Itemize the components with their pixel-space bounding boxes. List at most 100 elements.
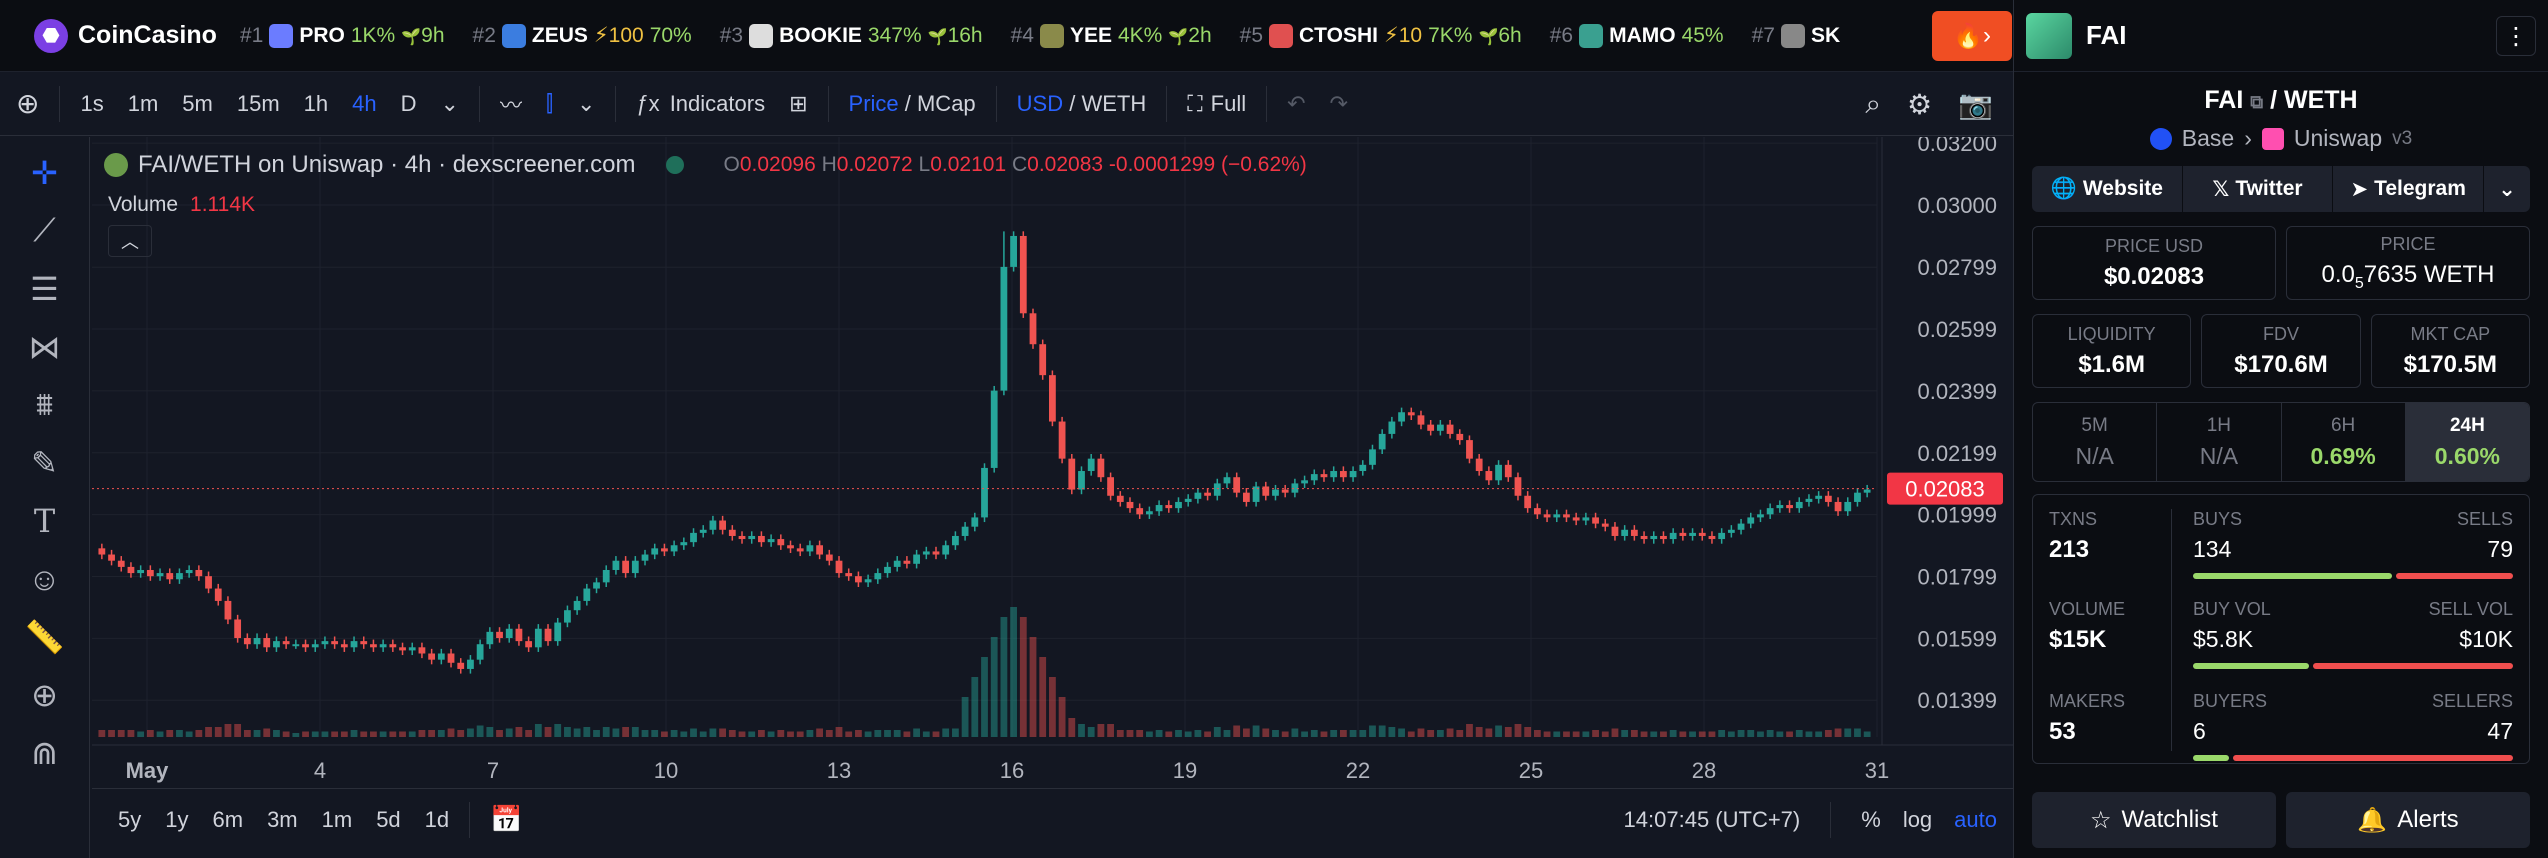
fib-retracement-icon[interactable]: ⩩ [35,386,54,422]
ticker-item[interactable]: #4 YEE 4K% 🌱2h [1011,23,1212,48]
ticker-item[interactable]: #1 PRO 1K% 🌱9h [240,23,445,48]
undo-icon[interactable]: ↶ [1287,90,1306,116]
emoji-icon[interactable]: ☺ [28,560,61,597]
chart-title: FAI/WETH on Uniswap · 4h · dexscreener.c… [138,151,636,178]
interval-4h[interactable]: 4h [352,90,377,116]
timeframe-tab-6h[interactable]: 6H 0.69% [2282,403,2406,481]
camera-snapshot-icon[interactable]: 📷 [1958,88,1993,120]
range-3m[interactable]: 3m [267,806,298,832]
indicators-button[interactable]: ƒx Indicators [624,72,777,135]
interval-1s[interactable]: 1s [80,90,104,116]
price-chart[interactable]: 0.03200 0.03000 0.02799 0.02599 0.02399 0.021… [92,137,2013,787]
volume-bar [1757,731,1764,737]
interval-5m[interactable]: 5m [182,90,213,116]
auto-scale-toggle[interactable]: auto [1954,807,1997,832]
timeframe-tab-24h[interactable]: 24H 0.60% [2405,403,2529,481]
candlestick-plot[interactable]: 0.03200 0.03000 0.02799 0.02599 0.02399 0.021… [92,137,2013,787]
volume-bar [1475,727,1483,737]
token-logo-icon [501,23,526,48]
ticker-rank: #3 [719,23,744,47]
candle-chart-type-icon[interactable]: ⫿ [545,90,553,116]
more-links-chevron-icon[interactable]: ⌄ [2498,177,2516,201]
interval-D[interactable]: D [400,90,417,116]
ticker-item[interactable]: #7 SK [1752,23,1840,48]
trend-line-icon[interactable]: ⟋ [33,212,56,248]
watchlist-button[interactable]: ☆ Watchlist [2032,792,2276,848]
ticker-item[interactable]: #3 BOOKIE 347% 🌱16h [719,23,983,48]
interval-1h[interactable]: 1h [303,90,329,116]
volume-bar [1660,731,1667,737]
usd-option: USD [1016,90,1064,116]
volume-bar [971,677,979,737]
brand[interactable]: ⬣ CoinCasino [0,18,240,53]
text-tool-icon[interactable]: T [33,502,56,540]
range-5d[interactable]: 5d [376,806,401,832]
magnet-icon[interactable]: ⋒ [31,735,58,771]
collapse-legend-button[interactable]: ︿ [108,225,152,257]
drawing-tools-sidebar: ✛ ⟋ ☰ ⋈ ⩩ ✎ T ☺ 📏 ⊕ ⋒ [0,137,90,858]
volume-bar [1698,731,1706,737]
horizontal-lines-icon[interactable]: ☰ [30,271,59,307]
timeframe-label: 5M [2081,414,2108,436]
ticker-item[interactable]: #6 MAMO 45% [1550,23,1724,48]
add-symbol-button[interactable]: ⊕ [16,88,40,119]
range-1m[interactable]: 1m [321,806,353,832]
log-scale-toggle[interactable]: log [1902,807,1933,832]
twitter-link[interactable]: 𝕏 Twitter [2183,166,2334,212]
layout-grid-icon[interactable]: ⊞ [789,90,808,116]
range-1d[interactable]: 1d [424,806,450,832]
volume-legend: Volume 1.114K [108,193,255,217]
volume-bar [457,730,465,737]
quick-search-icon[interactable]: ⌕ [1865,87,1882,119]
date-range-calendar-icon[interactable]: 📅 [490,804,523,834]
candle-body [981,467,988,518]
ruler-icon[interactable]: 📏 [24,619,65,655]
candle-body [1650,535,1658,540]
range-1y[interactable]: 1y [165,806,189,832]
candle-body [505,628,513,639]
hot-pairs-button[interactable]: 🔥 › [1932,11,2012,61]
timeframe-tab-5m[interactable]: 5M N/A [2033,403,2158,481]
ticker-item[interactable]: #2 ZEUS ⚡100 70% [473,23,692,48]
brush-icon[interactable]: ✎ [31,445,58,481]
candle-body [1116,495,1124,502]
chain-name[interactable]: Base [2181,125,2235,151]
redo-icon[interactable]: ↷ [1329,90,1348,116]
top-ticker-bar: ⬣ CoinCasino #1 PRO 1K% 🌱9h #2 ZEUS ⚡100 70% #3 B… [0,0,2013,72]
copy-icon[interactable]: ⧉ [2250,92,2264,112]
more-menu-icon[interactable]: ⋮ [2496,16,2536,56]
ticker-item[interactable]: #5 CTOSHI ⚡10 7K% 🌱6h [1240,23,1522,48]
percent-scale-toggle[interactable]: % [1861,807,1881,832]
alerts-button[interactable]: 🔔 Alerts [2286,792,2530,848]
candle-body [253,638,261,645]
candle-body [1058,421,1066,459]
sells-value: 79 [2487,536,2513,562]
volume-bar [1272,730,1279,737]
line-chart-type-icon[interactable]: 〰 [499,92,522,118]
settings-gear-icon[interactable]: ⚙ [1907,88,1933,120]
range-5y[interactable]: 5y [118,806,142,832]
interval-1m[interactable]: 1m [127,90,159,116]
candle-body [728,529,736,536]
website-link[interactable]: 🌐 Website [2032,166,2183,212]
clock-time[interactable]: 14:07:45 (UTC+7) [1623,807,1801,832]
usd-weth-toggle[interactable]: USD / WETH [1016,90,1147,116]
range-6m[interactable]: 6m [212,806,244,832]
chevron-right-icon: › [2244,125,2252,151]
telegram-link[interactable]: ➤ Telegram [2333,166,2485,212]
candle-body [767,539,775,543]
zoom-in-icon[interactable]: ⊕ [31,677,58,713]
x-logo-icon: 𝕏 [2212,177,2230,201]
fullscreen-button[interactable]: ⛶ Full [1175,72,1258,135]
pitchfork-icon[interactable]: ⋈ [28,329,61,365]
crosshair-icon[interactable]: ✛ [31,155,58,191]
chart-type-dropdown-chevron-icon[interactable]: ⌄ [577,90,596,116]
timeframe-tab-1h[interactable]: 1H N/A [2157,403,2282,481]
volume-bar [1504,727,1512,737]
dex-name[interactable]: Uniswap [2293,125,2383,151]
candle-body [1175,501,1182,509]
buys-value: 134 [2193,536,2232,562]
interval-15m[interactable]: 15m [236,90,280,116]
price-mcap-toggle[interactable]: Price / MCap [848,90,976,116]
interval-dropdown-chevron-icon[interactable]: ⌄ [440,90,459,116]
